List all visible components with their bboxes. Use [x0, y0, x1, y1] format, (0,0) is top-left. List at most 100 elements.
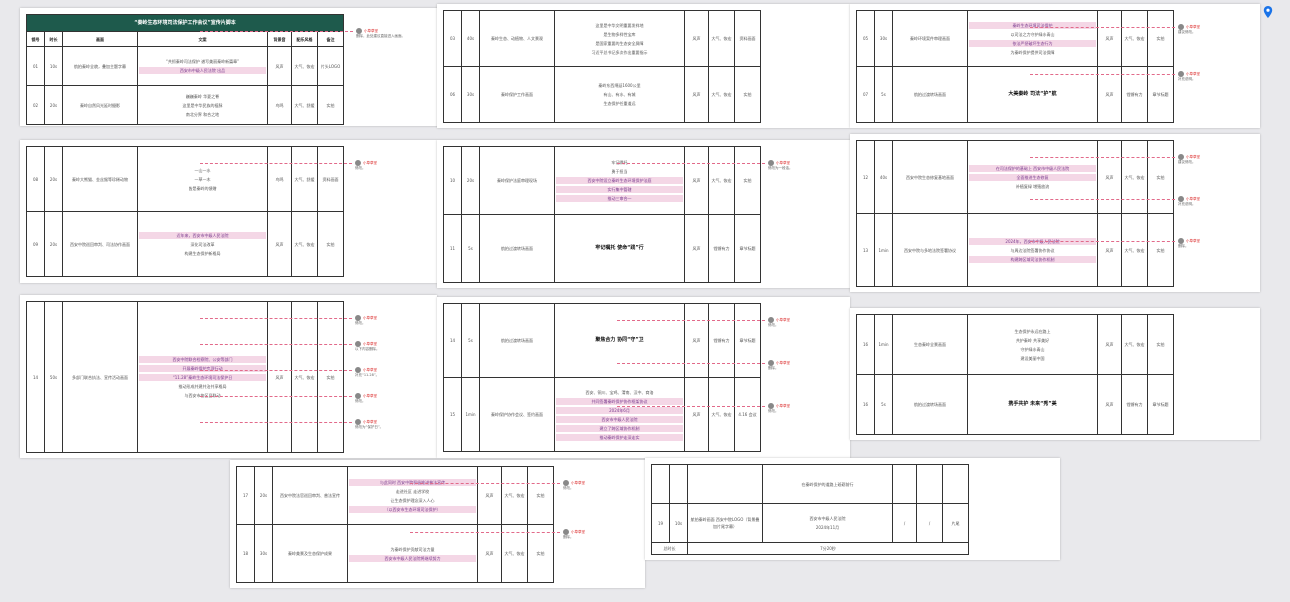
copy-line[interactable]: 这里是中华文明重要发祥地	[595, 22, 644, 28]
total-value: 7分20秒	[687, 542, 969, 555]
comment-bubble[interactable]: 小草草堂 修改为“保护日”。	[355, 419, 433, 430]
highlighted-copy-line[interactable]: 共同签署秦岭保护协作框架协议	[556, 397, 683, 405]
comment-bubble[interactable]: 小草草堂 修改。	[355, 393, 433, 404]
comment-bubble[interactable]: 小草草堂 补充说明。	[1178, 196, 1256, 207]
copy-line[interactable]: 是国家重要的生态安全屏障	[595, 40, 644, 46]
copy-line[interactable]: 守护绿水青山	[1020, 346, 1045, 352]
comment-bubble[interactable]: 小草草堂 以下内容删除。	[355, 341, 433, 352]
note: 实拍	[1147, 140, 1174, 214]
highlighted-copy-line[interactable]: 推动秦岭保护走深走实	[556, 433, 683, 441]
copy-line[interactable]: 以司法之力守护绿水青山	[1010, 31, 1055, 37]
copy-line[interactable]: 深化司法改革	[190, 241, 215, 247]
copy-line[interactable]: 这里是中华民族的祖脉	[182, 102, 223, 108]
copy-line[interactable]: 推动形成共建共治共享格局	[178, 383, 227, 389]
copy-line[interactable]: 走进社区 走进学校	[395, 488, 430, 494]
comment-bubble[interactable]: 小草草堂 修改为一段话。	[768, 160, 846, 171]
comment-bubble[interactable]: 小草草堂 删除。	[768, 360, 846, 371]
highlighted-copy-line[interactable]: 西安市中级人民法院将继续努力	[349, 554, 476, 562]
document-page[interactable]: 05 30s 秦岭环境案件审理画面 秦岭生态环境司法保护 以司法之力守护绿水青山 依法严惩…	[850, 4, 1260, 128]
copy-text: 一山一水一草一木皆是秦岭的馈赠	[137, 146, 268, 212]
document-page[interactable]: “秦岭生态环境司法保护工作会议”宣传片脚本 镜号 时长 画面 文案 背景音 配乐风格 备注 01…	[20, 8, 438, 126]
document-page[interactable]: 14 5s 航拍过渡转场画面 聚焦合力 协同“守”卫 风声 铿锵有力 章节标题 15 1min 秦…	[437, 297, 850, 458]
highlighted-copy-line[interactable]: 西安中院联合检察院、公安等部门	[139, 355, 266, 363]
document-page[interactable]: 12 40s 西安中院生态修复基地画面 在司法保护的基础上 西安市中级人民法院 全面推进…	[850, 134, 1260, 292]
map-pin-icon[interactable]	[1262, 6, 1274, 18]
copy-line[interactable]: 补植复绿 增殖放流	[1015, 183, 1050, 189]
copy-line[interactable]: 共护秦岭 共享美好	[1015, 337, 1050, 343]
copy-line[interactable]: 勇于担当	[611, 169, 628, 174]
comment-bubble[interactable]: 小草草堂 建议修改。	[1178, 24, 1256, 35]
comment-bubble[interactable]: 小草草堂 删除。	[563, 529, 641, 540]
copy-line[interactable]: 一山一水	[194, 167, 211, 173]
highlighted-copy-line[interactable]: （以西安市生态环境司法保护）	[349, 505, 476, 513]
music-style: 铿锵有力	[708, 214, 735, 283]
copy-line[interactable]: 建设美丽中国	[1020, 355, 1045, 361]
document-page[interactable]: 16 1min 生态秦岭全景画面 生态保护永远在路上 共护秦岭 共享美好 守护绿水青山 建设…	[850, 308, 1260, 440]
comment-bubble[interactable]: 小草草堂 修改。	[768, 317, 846, 328]
comment-author: 小草草堂	[364, 29, 378, 33]
copy-line[interactable]: 与西安市各区县联动	[184, 392, 221, 398]
highlighted-copy-line[interactable]: 开展秦岭保护专项行动	[139, 364, 266, 372]
comment-bubble[interactable]: 小草草堂 补充“11.28”。	[355, 367, 433, 378]
copy-line[interactable]: 携手共护 未来“秀”美	[1008, 401, 1057, 407]
note: 实拍	[527, 466, 554, 525]
copy-line[interactable]: 秦岭东西绵延1600公里	[598, 83, 641, 88]
copy-line[interactable]: 一草一木	[194, 176, 211, 182]
comment-bubble[interactable]: 小草草堂 修改。	[563, 480, 641, 491]
comment-bubble[interactable]: 小草草堂 建议修改。	[1178, 154, 1256, 165]
copy-line[interactable]: 为秦岭保护提供司法保障	[1010, 49, 1055, 55]
background-sound	[892, 464, 917, 504]
document-page[interactable]: 08 20s 秦岭大熊猫、金丝猴等珍稀动物 一山一水 一草一木 皆是秦岭的馈赠 鸟鸣 大气、舒…	[20, 140, 437, 283]
document-page[interactable]: 17 20s 西安中院法官巡回审判、普法宣传 与此同时 西安中院积极推进普法宣传 走进社…	[230, 460, 645, 588]
copy-line[interactable]: 南北分界 和合之地	[185, 111, 220, 117]
copy-line[interactable]: 西安、铜川、宝鸡、渭南、汉中、商洛	[585, 389, 654, 395]
copy-line[interactable]: 为秦岭保护贡献司法力量	[390, 546, 435, 552]
avatar	[355, 393, 361, 399]
highlighted-copy-line[interactable]: 西安市中级人民法院	[556, 415, 683, 423]
highlighted-copy-line[interactable]: 依法严惩破坏生态行为	[969, 39, 1096, 47]
highlighted-copy-line[interactable]: 建立了跨区域协作机制	[556, 424, 683, 432]
copy-line[interactable]: 巍巍秦岭 华夏之脊	[185, 93, 220, 99]
copy-line[interactable]: 牢记嘱托 使命“践”行	[595, 245, 644, 251]
copy-line[interactable]: “共抓秦岭司法保护 谱写美丽秦岭新篇章”	[165, 59, 240, 64]
copy-line[interactable]: 聚焦合力 协同“守”卫	[595, 337, 644, 343]
highlighted-copy-line[interactable]: 构建跨区域司法协作机制	[969, 255, 1096, 263]
highlighted-copy-line[interactable]: 西安中院设立秦岭生态环境保护法庭	[556, 177, 683, 184]
copy-line[interactable]: 牢记嘱托	[611, 160, 628, 165]
highlighted-copy-line[interactable]: 全面推进生态修复	[969, 173, 1096, 181]
copy-line[interactable]: 大美秦岭 司法“护”航	[1008, 91, 1057, 97]
highlighted-copy-line[interactable]: “11.28”秦岭生态环境司法保护日	[139, 373, 266, 381]
document-page[interactable]: 10 20s 秦岭保护法庭审理现场 牢记嘱托 勇于担当 西安中院设立秦岭生态环境保护法庭实…	[437, 140, 850, 288]
highlighted-copy-line[interactable]: 实行集中管辖	[556, 186, 683, 193]
highlighted-copy-line[interactable]: 秦岭生态环境司法保护	[969, 21, 1096, 29]
copy-line[interactable]: 有山、有水、有城	[603, 92, 636, 97]
copy-line[interactable]: 皆是秦岭的馈赠	[188, 185, 217, 191]
copy-line[interactable]: 生态保护任重道远	[603, 101, 636, 106]
comment-bubble[interactable]: 小草草堂 补充说明。	[1178, 71, 1256, 82]
copy-line[interactable]: 与周边法院签署协作协议	[1010, 247, 1055, 253]
copy-line[interactable]: 西安市中级人民法院	[809, 516, 846, 521]
comment-bubble[interactable]: 小草草堂 修改。	[355, 160, 433, 171]
highlighted-copy-line[interactable]: 在司法保护的基础上 西安市中级人民法院	[969, 164, 1096, 172]
document-page[interactable]: 在秦岭保护的道路上砥砺前行 19 10s 航拍秦岭画面 西安中院LOGO（背景叠加片尾…	[645, 458, 1060, 560]
copy-line[interactable]: 2024年11月	[815, 525, 840, 530]
highlighted-copy-line[interactable]: 西安市中级人民法院 出品	[139, 67, 266, 74]
copy-line[interactable]: 构建生态保护新格局	[184, 250, 221, 256]
comment-author: 小草草堂	[1186, 239, 1200, 243]
highlighted-copy-line[interactable]: 与此同时 西安中院积极推进普法宣传	[349, 478, 476, 486]
highlighted-copy-line[interactable]: 推动三审合一	[556, 195, 683, 202]
copy-line[interactable]: 是生物多样性宝库	[603, 31, 636, 37]
highlighted-copy-line[interactable]: 2024年6月	[556, 406, 683, 414]
comment-bubble[interactable]: 小草草堂 删除，此处建议直接进入画面。	[356, 28, 434, 39]
comment-bubble[interactable]: 小草草堂 删除。	[1178, 238, 1256, 249]
highlighted-copy-line[interactable]: 近年来，西安市中级人民法院	[139, 231, 266, 239]
document-page[interactable]: 14 50s 多部门联合执法、宣传活动画面 西安中院联合检察院、公安等部门 开展秦岭保护…	[20, 295, 437, 458]
copy-line[interactable]: 让生态保护理念深入人心	[390, 497, 435, 503]
comment-bubble[interactable]: 小草草堂 修改。	[355, 315, 433, 326]
comment-text: 修改。	[355, 399, 366, 403]
copy-line[interactable]: 生态保护永远在路上	[1014, 328, 1051, 334]
document-page[interactable]: 03 40s 秦岭生态、动植物、人文景观 这里是中华文明重要发祥地 是生物多样性宝库 是国…	[437, 4, 850, 128]
copy-line[interactable]: 在秦岭保护的道路上砥砺前行	[801, 481, 854, 487]
comment-bubble[interactable]: 小草草堂 修改。	[768, 403, 846, 414]
copy-line[interactable]: 习近平总书记多次作出重要指示	[591, 49, 648, 55]
